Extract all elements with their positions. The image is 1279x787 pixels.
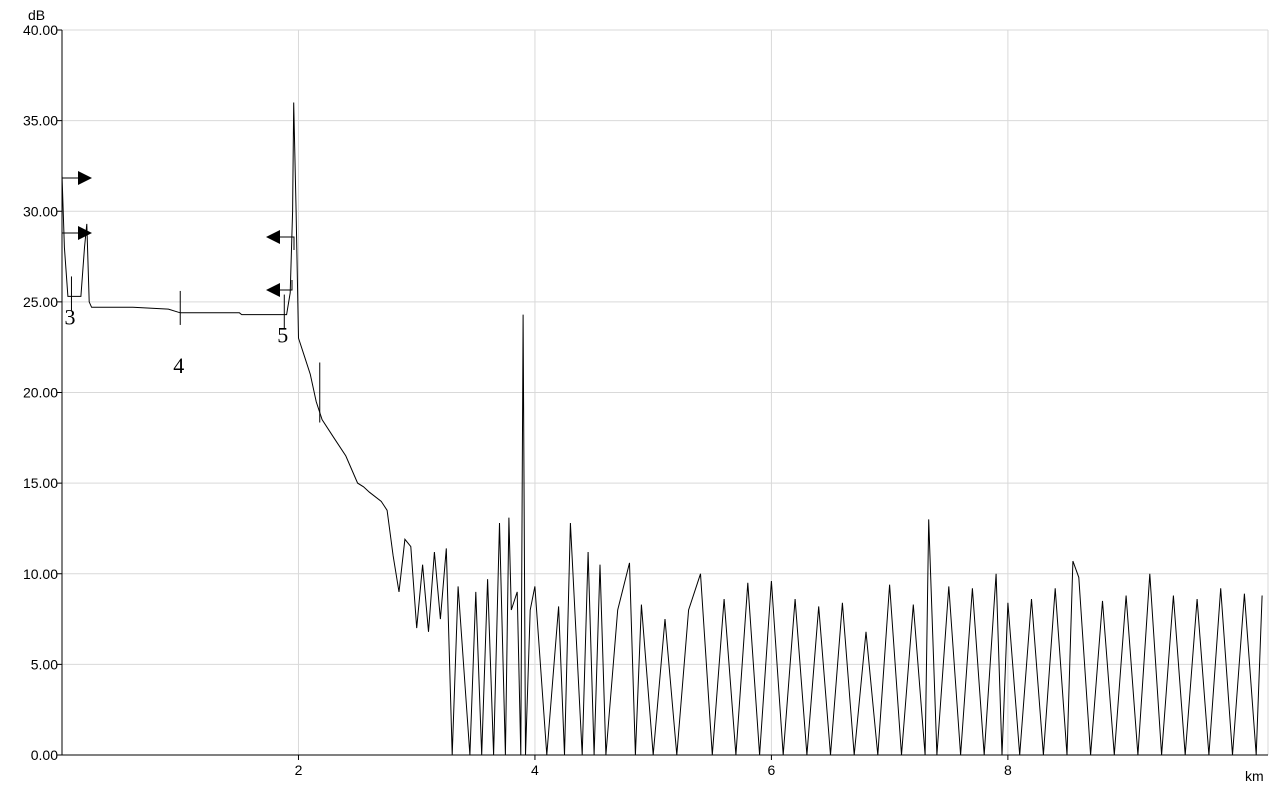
event-marker-label: 5 [277, 323, 288, 348]
start-marker-lower [78, 226, 92, 240]
event-markers: 3 4 5 [64, 276, 288, 378]
section-line [280, 280, 293, 291]
trace-line [61, 102, 1263, 756]
end-marker-upper [266, 230, 280, 244]
arrow-right-icon [78, 171, 92, 185]
y-tick-label: 10.00 [23, 566, 58, 582]
section-markers [62, 171, 295, 297]
x-tick-label: 8 [1004, 762, 1012, 778]
x-tick-labels: 2 4 6 8 [295, 755, 1012, 778]
grid [62, 29, 1269, 755]
y-tick-labels: 0.00 5.00 10.00 15.00 20.00 25.00 30.00 35.00 40… [23, 22, 62, 763]
y-tick-label: 20.00 [23, 385, 58, 401]
section-line [280, 236, 295, 250]
y-tick-label: 5.00 [31, 656, 58, 672]
y-tick-label: 25.00 [23, 294, 58, 310]
x-tick-label: 2 [295, 762, 303, 778]
y-tick-label: 15.00 [23, 475, 58, 491]
y-tick-label: 0.00 [31, 747, 58, 763]
event-marker-label: 4 [173, 353, 184, 378]
x-tick-label: 4 [531, 762, 539, 778]
x-unit-label: km [1245, 768, 1264, 784]
arrow-left-icon [266, 283, 280, 297]
y-tick-label: 30.00 [23, 203, 58, 219]
x-tick-label: 6 [768, 762, 776, 778]
event-marker-3: 3 [64, 276, 75, 329]
y-tick-label: 40.00 [23, 22, 58, 38]
event-marker-5: 5 [277, 294, 288, 348]
start-marker-upper [78, 171, 92, 185]
event-marker-label: 3 [64, 304, 75, 329]
y-tick-label: 35.00 [23, 113, 58, 129]
y-unit-label: dB [28, 7, 45, 23]
end-marker-lower [266, 283, 280, 297]
arrow-left-icon [266, 230, 280, 244]
arrow-right-icon [78, 226, 92, 240]
event-marker-4: 4 [173, 290, 184, 378]
